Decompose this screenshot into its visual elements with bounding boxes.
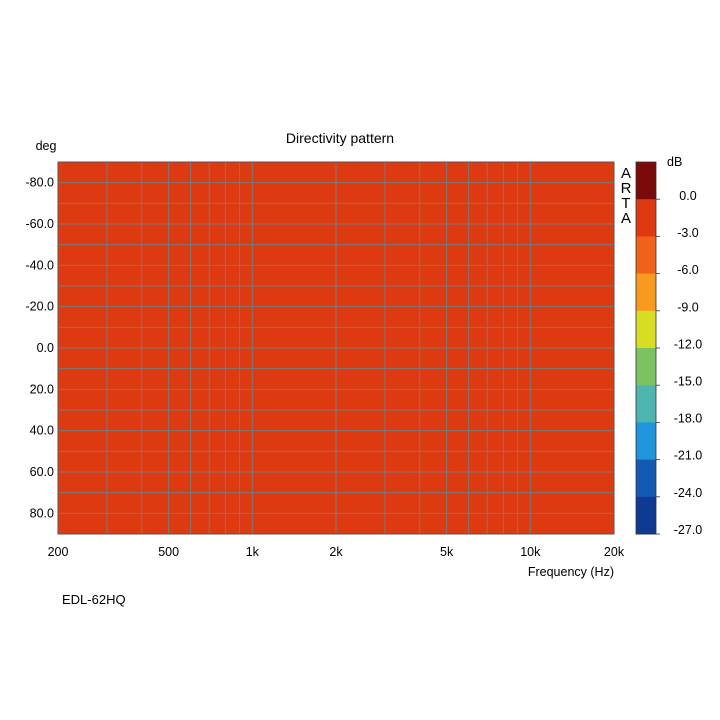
colorbar-unit: dB xyxy=(667,155,682,169)
colorbar-label: -15.0 xyxy=(674,375,703,389)
colorbar-swatch xyxy=(636,422,656,461)
caption: EDL-62HQ xyxy=(62,592,126,607)
y-tick-label: 60.0 xyxy=(30,465,54,479)
contour-band-lower--3.0 xyxy=(58,418,614,534)
grid xyxy=(58,162,614,534)
colorbar-label: -24.0 xyxy=(674,486,703,500)
contour-band-upper--3.0 xyxy=(58,162,614,278)
colorbar-label: 0.0 xyxy=(679,189,696,203)
colorbar-label: -18.0 xyxy=(674,412,703,426)
colorbar-label: -21.0 xyxy=(674,449,703,463)
colorbar: 0.0 -3.0 -6.0 -9.0 -12.0 -15.0 -18.0 -21.0 -24.0… xyxy=(635,161,703,537)
y-tick-labels: -80.0 -60.0 -40.0 -20.0 0.0 20.0 40.0 60.0 80.0 xyxy=(26,176,55,521)
colorbar-swatch xyxy=(636,236,656,275)
colorbar-swatch xyxy=(636,310,656,349)
y-axis-label: deg xyxy=(36,139,57,153)
colorbar-label: -9.0 xyxy=(677,300,699,314)
colorbar-swatch xyxy=(636,496,656,535)
colorbar-label: -3.0 xyxy=(677,226,699,240)
colorbar-swatch xyxy=(636,459,656,498)
x-tick-label: 10k xyxy=(520,545,541,559)
chart-title: Directivity pattern xyxy=(286,130,394,146)
y-tick-label: -40.0 xyxy=(26,258,55,272)
plot-frame xyxy=(57,161,615,535)
colorbar-label: -12.0 xyxy=(674,337,703,351)
x-tick-label: 5k xyxy=(440,545,454,559)
x-tick-label: 200 xyxy=(48,545,69,559)
x-tick-labels: 200 500 1k 2k 5k 10k 20k xyxy=(48,545,625,559)
x-tick-label: 20k xyxy=(604,545,625,559)
y-tick-label: 40.0 xyxy=(30,424,54,438)
colorbar-swatch xyxy=(636,385,656,423)
y-tick-label: 80.0 xyxy=(30,506,54,520)
y-tick-label: -20.0 xyxy=(26,300,55,314)
x-tick-label: 1k xyxy=(246,545,260,559)
colorbar-swatch xyxy=(636,199,656,237)
x-tick-label: 500 xyxy=(158,545,179,559)
colorbar-swatch xyxy=(636,348,656,386)
colorbar-swatch xyxy=(636,273,656,312)
x-axis-label: Frequency (Hz) xyxy=(528,565,614,579)
colorbar-swatch xyxy=(636,162,656,200)
y-tick-label: -60.0 xyxy=(26,217,55,231)
colorbar-label: -27.0 xyxy=(674,523,703,537)
y-tick-label: 0.0 xyxy=(37,341,54,355)
x-tick-label: 2k xyxy=(329,545,343,559)
y-tick-label: -80.0 xyxy=(26,176,55,190)
y-tick-label: 20.0 xyxy=(30,382,54,396)
colorbar-label: -6.0 xyxy=(677,263,699,277)
